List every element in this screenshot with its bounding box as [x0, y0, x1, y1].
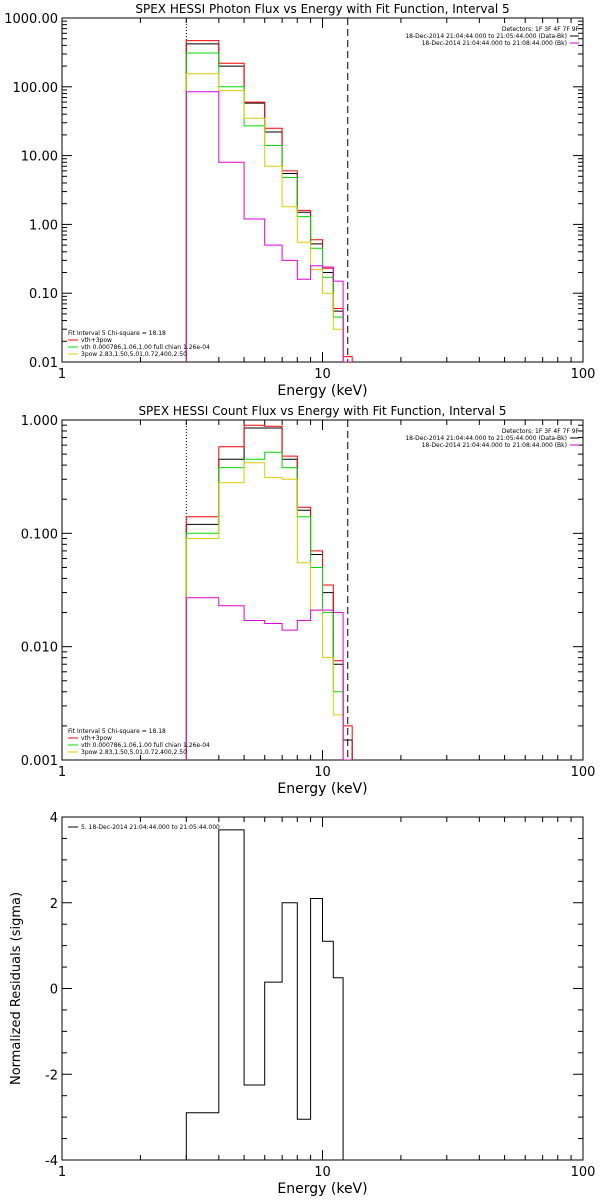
y-tick-label: 4: [50, 811, 58, 826]
legend-entry: vth+3pow: [81, 735, 112, 742]
series-line-5: [185, 597, 353, 760]
x-axis: 1 10 100 Energy (keV): [58, 817, 596, 1197]
y-tick-label: -2: [45, 1068, 58, 1083]
axes-frame: [61, 816, 584, 1161]
y-tick-label: 1000.00: [4, 12, 58, 27]
series-line-4: [185, 462, 353, 760]
legend-fit: Fit Interval 5 Chi-square = 18.18vth+3po…: [68, 330, 210, 358]
y-tick-label: 1.000: [21, 414, 58, 429]
x-axis-label: Energy (keV): [277, 781, 367, 797]
x-tick-label: 1: [58, 765, 66, 780]
x-axis: 1 10 100 Energy (keV): [58, 420, 596, 797]
legend-entry: vth 0.000786,1.06,1.00 full chian 1.26e-…: [81, 742, 210, 749]
y-tick-label: 0.01: [29, 356, 58, 371]
y-tick-label: 0: [50, 983, 58, 998]
y-tick-label: 0.100: [21, 527, 58, 542]
y-tick-label: -4: [45, 1154, 58, 1169]
x-tick-label: 100: [571, 1165, 596, 1180]
x-axis: 1 10 100 Energy (keV): [58, 18, 596, 399]
plot-1: SPEX HESSI Photon Flux vs Energy with Fi…: [4, 2, 595, 399]
data-area: [185, 420, 353, 760]
y-tick-label: 0.10: [29, 287, 58, 302]
legend-entry: 3pow 2.83,1.50,5.01,0.72,400,2.50: [81, 749, 187, 756]
legend-header: Fit Interval 5 Chi-square = 18.18: [68, 728, 166, 735]
legend-entry: 18-Dec-2014 21:04:44.000 to 21:08:44.000…: [422, 442, 567, 449]
legend-entry: 18-Dec-2014 21:04:44.000 to 21:05:44.000…: [405, 33, 567, 40]
x-tick-label: 100: [571, 765, 596, 780]
x-axis-label: Energy (keV): [277, 1181, 367, 1197]
legend-header: Detectors: 1F 3F 4F 7F 9F: [502, 428, 580, 435]
y-tick-label: 0.010: [21, 641, 58, 656]
x-tick-label: 10: [314, 367, 331, 382]
y-axis: 0.001 0.010 0.100 1.000: [21, 414, 583, 769]
y-tick-label: 0.001: [21, 754, 58, 769]
y-axis: 0.01 0.10 1.00 10.00 100.00 1000.00: [4, 12, 583, 371]
y-tick-label: 100.00: [13, 81, 59, 96]
plot-2: SPEX HESSI Count Flux vs Energy with Fit…: [21, 404, 596, 797]
axes-frame: [61, 17, 584, 363]
legend-entry: vth 0.000786,1.06,1.00 full chian 1.26e-…: [81, 344, 210, 351]
legend-entry: 18-Dec-2014 21:04:44.000 to 21:05:44.000…: [405, 435, 567, 442]
y-axis-label: Normalized Residuals (sigma): [9, 892, 24, 1085]
legend-entry: 3pow 2.83,1.50,5.01,0.72,400,2.50: [81, 351, 187, 358]
plot-3: 1 10 100 Energy (keV) -4 -2 0 2 4 Normalized Resi…: [9, 811, 595, 1197]
x-axis-label: Energy (keV): [277, 383, 367, 399]
series-line-4: [185, 73, 353, 362]
legend-fit: Fit Interval 5 Chi-square = 18.18vth+3po…: [68, 728, 210, 756]
legend-entry: 5. 18-Dec-2014 21:04:44.000 to 21:05:44.…: [81, 824, 220, 831]
legend-header: Detectors: 1F 3F 4F 7F 9F: [502, 26, 580, 33]
data-area: [185, 18, 353, 362]
series-line-3: [185, 52, 353, 362]
y-tick-label: 1.00: [29, 218, 58, 233]
x-tick-label: 10: [314, 1165, 331, 1180]
y-axis: -4 -2 0 2 4 Normalized Residuals (sigma): [9, 811, 583, 1169]
legend-entry: 18-Dec-2014 21:04:44.000 to 21:08:44.000…: [422, 40, 567, 47]
series-line-2: [185, 40, 353, 362]
chart-title: SPEX HESSI Count Flux vs Energy with Fit…: [138, 404, 506, 418]
x-tick-label: 1: [58, 1165, 66, 1180]
series-line-1: [185, 829, 344, 1160]
series-line-3: [185, 451, 353, 760]
data-area: [185, 829, 344, 1160]
x-tick-label: 100: [571, 367, 596, 382]
legend-header: Fit Interval 5 Chi-square = 18.18: [68, 330, 166, 337]
series-line-5: [185, 91, 353, 362]
chart-title: SPEX HESSI Photon Flux vs Energy with Fi…: [135, 2, 509, 16]
legend-fit: 5. 18-Dec-2014 21:04:44.000 to 21:05:44.…: [68, 824, 220, 831]
legend-entry: vth+3pow: [81, 337, 112, 344]
x-tick-label: 10: [314, 765, 331, 780]
y-tick-label: 2: [50, 897, 58, 912]
y-tick-label: 10.00: [21, 150, 58, 165]
x-tick-label: 1: [58, 367, 66, 382]
